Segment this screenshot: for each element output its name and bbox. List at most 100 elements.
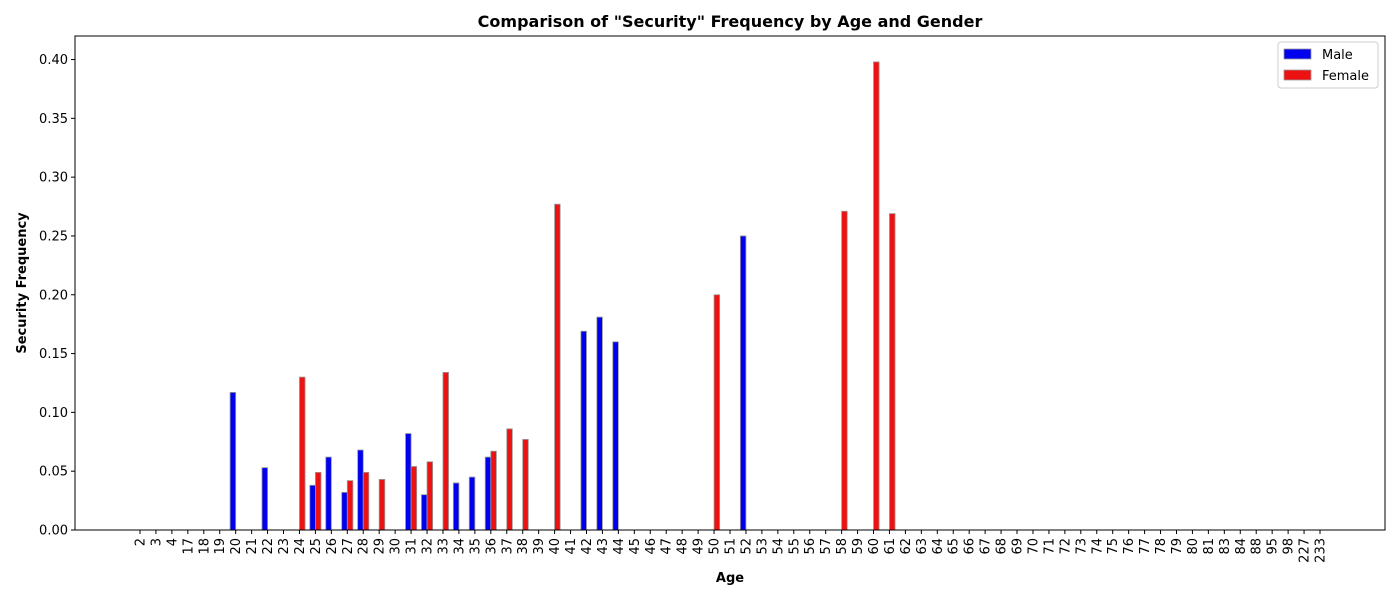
x-tick-label: 45 — [628, 538, 643, 555]
x-tick-label: 24 — [293, 538, 308, 555]
x-tick-label: 95 — [1266, 538, 1281, 555]
x-tick-label: 31 — [405, 538, 420, 555]
x-tick-label: 21 — [245, 538, 260, 555]
bar-female-37 — [506, 428, 513, 531]
x-tick-label: 42 — [580, 538, 595, 555]
x-tick-label: 76 — [1122, 538, 1137, 555]
x-tick-label: 68 — [995, 538, 1010, 555]
x-tick-label: 17 — [181, 538, 196, 555]
y-tick-label: 0.40 — [39, 53, 68, 68]
legend-swatch-female — [1283, 69, 1312, 81]
x-tick-label: 20 — [229, 538, 244, 555]
x-tick-label: 81 — [1202, 538, 1217, 555]
x-tick-label: 74 — [1090, 538, 1105, 555]
x-tick-label: 18 — [197, 538, 212, 555]
x-tick-label: 38 — [516, 538, 531, 555]
x-tick-label: 39 — [532, 538, 547, 555]
y-tick-label: 0.25 — [39, 229, 68, 244]
x-tick-label: 46 — [644, 538, 659, 555]
x-tick-label: 49 — [692, 538, 707, 555]
y-tick-label: 0.30 — [39, 171, 68, 186]
x-tick-label: 27 — [341, 538, 356, 555]
bar-male-36 — [484, 456, 492, 531]
x-tick-label: 32 — [421, 538, 436, 555]
x-tick-label: 67 — [979, 538, 994, 555]
bars-layer — [229, 61, 896, 531]
x-tick-label: 25 — [309, 538, 324, 555]
x-tick-label: 29 — [373, 538, 388, 555]
bar-male-32 — [421, 494, 428, 531]
bar-female-60 — [873, 61, 880, 531]
x-tick-label: 70 — [1026, 538, 1041, 555]
x-tick-label: 58 — [835, 538, 850, 555]
bar-female-29 — [378, 479, 386, 531]
plot-frame — [74, 35, 1386, 531]
bar-male-26 — [325, 456, 332, 531]
x-tick-label: 40 — [548, 538, 563, 555]
bar-female-40 — [554, 203, 561, 531]
x-tick-label: 19 — [213, 538, 228, 555]
bar-female-31 — [410, 466, 418, 531]
x-tick-label: 44 — [612, 538, 627, 555]
x-tick-label: 3 — [149, 538, 164, 546]
x-tick-label: 73 — [1074, 538, 1089, 555]
y-tick-label: 0.10 — [39, 406, 68, 421]
bar-female-36 — [490, 450, 497, 531]
x-tick-label: 55 — [787, 538, 802, 555]
bar-female-33 — [442, 371, 449, 531]
y-tick-label: 0.15 — [39, 347, 68, 362]
bar-female-50 — [713, 294, 721, 531]
y-tick-label: 0.00 — [39, 524, 68, 539]
legend-label-male: Male — [1322, 48, 1353, 63]
x-tick-label: 4 — [165, 538, 180, 546]
bar-male-43 — [596, 316, 603, 531]
bar-female-24 — [299, 376, 306, 531]
y-tick-label: 0.35 — [39, 112, 68, 127]
x-tick-label: 48 — [676, 538, 691, 555]
bar-male-52 — [739, 235, 747, 531]
x-tick-label: 22 — [261, 538, 276, 555]
x-tick-label: 47 — [660, 538, 675, 555]
bar-male-25 — [309, 484, 316, 531]
x-tick-label: 50 — [708, 538, 723, 555]
x-tick-label: 53 — [755, 538, 770, 555]
x-tick-label: 30 — [389, 538, 404, 555]
bar-male-42 — [580, 330, 587, 531]
x-tick-label: 65 — [947, 538, 962, 555]
x-tick-label: 227 — [1298, 538, 1313, 563]
bar-female-58 — [841, 210, 848, 531]
x-tick-label: 78 — [1154, 538, 1169, 555]
x-tick-label: 54 — [771, 538, 786, 555]
x-tick-label: 36 — [484, 538, 499, 555]
x-tick-label: 79 — [1170, 538, 1185, 555]
y-axis-label: Security Frequency — [15, 212, 30, 354]
x-tick-label: 80 — [1186, 538, 1201, 555]
bar-male-22 — [261, 467, 268, 531]
x-tick-label: 23 — [277, 538, 292, 555]
bar-female-61 — [889, 213, 896, 531]
bar-male-34 — [452, 482, 460, 531]
bar-male-44 — [612, 341, 619, 531]
x-tick-label: 56 — [803, 538, 818, 555]
x-tick-label: 71 — [1042, 538, 1057, 555]
x-tick-label: 72 — [1058, 538, 1073, 555]
x-tick-label: 77 — [1138, 538, 1153, 555]
x-tick-label: 83 — [1218, 538, 1233, 555]
x-tick-label: 62 — [899, 538, 914, 555]
x-tick-label: 69 — [1011, 538, 1026, 555]
x-axis-label: Age — [716, 571, 744, 586]
x-tick-label: 43 — [596, 538, 611, 555]
legend: Male Female — [1277, 41, 1379, 89]
x-tick-label: 75 — [1106, 538, 1121, 555]
x-axis: 2 3 4 17 18 19 20 21 22 23 24 25 26 27 28 29 30 31 32 33 34 3… — [134, 530, 1329, 563]
x-tick-label: 51 — [724, 538, 739, 555]
y-axis: 0.00 0.05 0.10 0.15 0.20 0.25 0.30 0.35 0.40 — [39, 53, 75, 539]
y-tick-label: 0.20 — [39, 288, 68, 303]
bar-female-28 — [362, 471, 370, 531]
x-tick-label: 2 — [134, 538, 149, 546]
bar-female-25 — [315, 471, 322, 531]
x-tick-label: 61 — [883, 538, 898, 555]
x-tick-label: 84 — [1234, 538, 1249, 555]
